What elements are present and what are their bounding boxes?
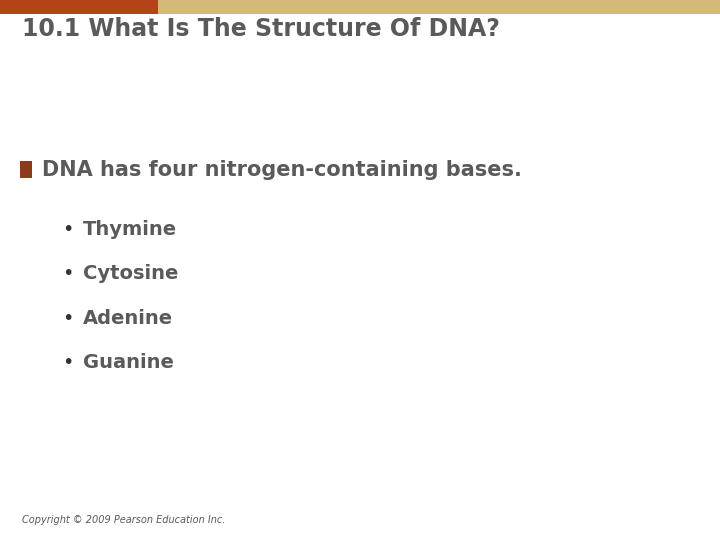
Text: Adenine: Adenine	[83, 308, 173, 328]
Text: •: •	[62, 220, 73, 239]
Text: DNA has four nitrogen-containing bases.: DNA has four nitrogen-containing bases.	[42, 160, 522, 180]
Text: 10.1 What Is The Structure Of DNA?: 10.1 What Is The Structure Of DNA?	[22, 17, 500, 40]
Text: Cytosine: Cytosine	[83, 264, 178, 284]
Text: •: •	[62, 353, 73, 372]
Text: •: •	[62, 264, 73, 284]
Text: •: •	[62, 308, 73, 328]
Text: Guanine: Guanine	[83, 353, 174, 372]
Text: Thymine: Thymine	[83, 220, 177, 239]
Text: Copyright © 2009 Pearson Education Inc.: Copyright © 2009 Pearson Education Inc.	[22, 515, 225, 525]
